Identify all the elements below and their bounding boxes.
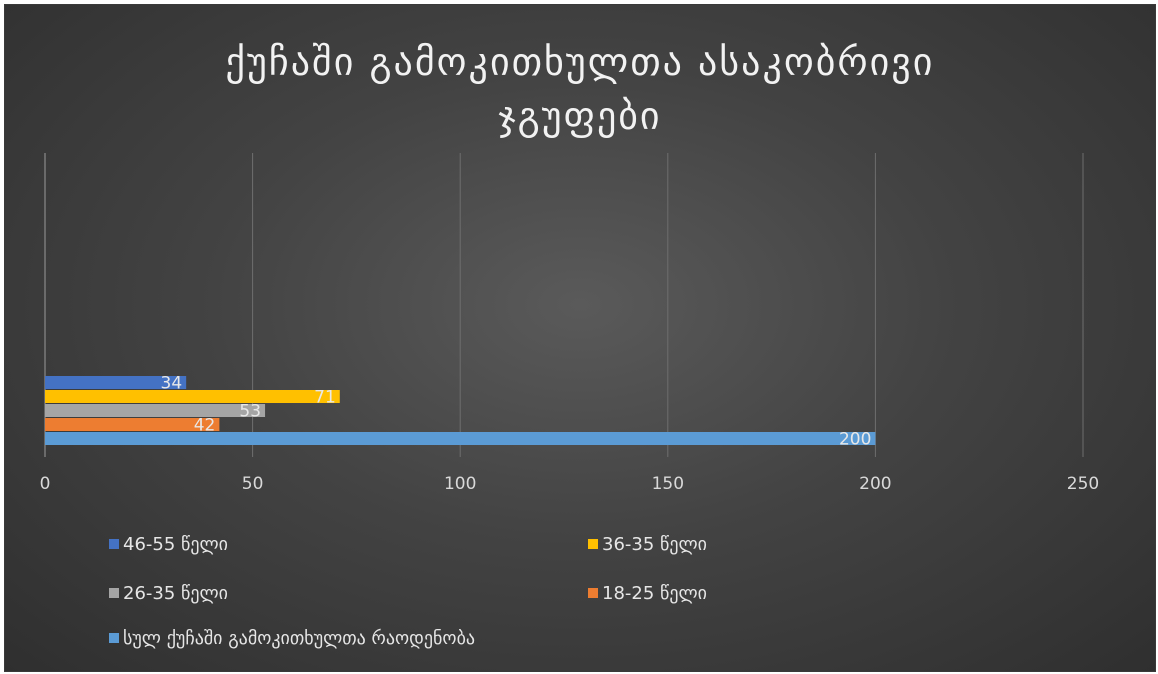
legend-label-4: 36-35 წელი <box>602 534 707 555</box>
data-label-5: 34 <box>161 374 183 394</box>
bar-3 <box>45 404 266 417</box>
chart-area: ქუჩაში გამოკითხულთა ასაკობრივი ჯგუფები 20… <box>4 4 1156 672</box>
data-label-2: 42 <box>194 416 216 436</box>
data-labels: 200 42 53 71 34 <box>161 374 872 450</box>
bars <box>45 376 876 445</box>
x-axis-ticks: 0 50 100 150 200 250 <box>40 474 1100 494</box>
legend-label-2: 18-25 წელი <box>602 583 707 604</box>
legend: 46-55 წელი 36-35 წელი 26-35 წელი 18-25 წელი… <box>109 534 707 649</box>
data-label-3: 53 <box>239 402 261 422</box>
legend-swatch-4 <box>588 539 598 549</box>
legend-swatch-1 <box>109 633 119 643</box>
bar-chart: ქუჩაში გამოკითხულთა ასაკობრივი ჯგუფები 20… <box>40 40 1100 649</box>
legend-label-3: 26-35 წელი <box>123 583 228 604</box>
x-tick-label-0: 0 <box>40 474 51 494</box>
chart-title-line-1: ქუჩაში გამოკითხულთა ასაკობრივი <box>226 40 935 84</box>
x-tick-label-100: 100 <box>444 474 476 494</box>
bar-1 <box>45 432 876 445</box>
data-label-4: 71 <box>314 388 336 408</box>
legend-label-5: 46-55 წელი <box>123 534 228 555</box>
legend-swatch-2 <box>588 588 598 598</box>
chart-title: ქუჩაში გამოკითხულთა ასაკობრივი ჯგუფები <box>226 40 935 138</box>
legend-label-1: სულ ქუჩაში გამოკითხულთა რაოდენობა <box>123 628 475 649</box>
bar-4 <box>45 390 340 403</box>
x-tick-label-150: 150 <box>652 474 684 494</box>
chart-title-line-2: ჯგუფები <box>498 94 661 138</box>
x-tick-label-50: 50 <box>242 474 264 494</box>
bar-2 <box>45 418 220 431</box>
x-tick-label-200: 200 <box>859 474 891 494</box>
x-tick-label-250: 250 <box>1067 474 1099 494</box>
legend-swatch-3 <box>109 588 119 598</box>
legend-swatch-5 <box>109 539 119 549</box>
data-label-1: 200 <box>839 430 871 450</box>
bar-5 <box>45 376 187 389</box>
